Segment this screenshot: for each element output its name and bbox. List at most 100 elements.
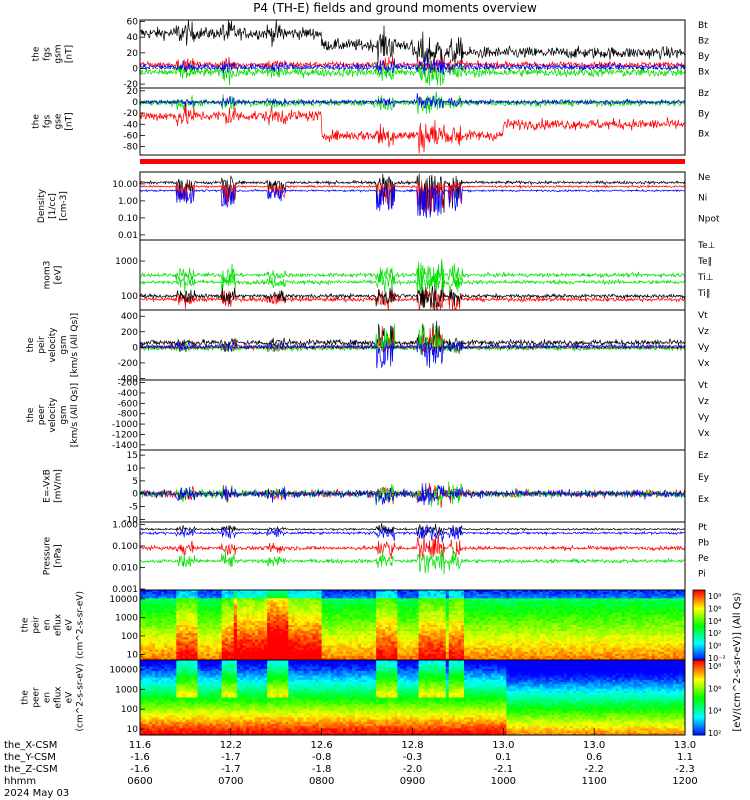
spectrogram-cell <box>324 600 329 603</box>
spectrogram-cell <box>233 608 238 612</box>
spectrogram-cell <box>200 627 205 630</box>
spectrogram-cell <box>300 592 304 595</box>
spectrogram-cell <box>312 618 317 622</box>
spectrogram-cell <box>406 612 410 616</box>
spectrogram-cell <box>176 598 180 601</box>
spectrogram-cell <box>476 629 480 632</box>
spectrogram-cell <box>382 629 386 632</box>
spectrogram-cell <box>454 625 459 628</box>
spectrogram-cell <box>485 596 489 599</box>
spectrogram-cell <box>403 614 407 618</box>
spectrogram-cell <box>445 592 450 595</box>
y-axis-label: [1/cc] <box>48 193 58 219</box>
spectrogram-cell <box>476 604 480 607</box>
spectrogram-cell <box>391 598 395 601</box>
spectrogram-cell <box>418 622 423 626</box>
spectrogram-cell <box>394 598 398 601</box>
spectrogram-cell <box>330 614 335 618</box>
spectrogram-cell <box>236 629 241 632</box>
spectrogram-cell <box>143 590 147 593</box>
spectrogram-cell <box>158 604 162 607</box>
spectrogram-cell <box>255 637 259 640</box>
spectrogram-cell <box>312 596 317 599</box>
spectrogram-cell <box>424 637 429 640</box>
spectrogram-cell <box>239 657 244 661</box>
spectrogram-cell <box>397 657 401 661</box>
spectrogram-cell <box>300 655 304 659</box>
spectrogram-cell <box>227 629 232 632</box>
spectrogram-cell <box>273 612 277 616</box>
spectrogram-cell <box>330 647 335 651</box>
spectrogram-cell <box>230 657 235 661</box>
spectrogram-cell <box>185 606 189 610</box>
spectrogram-cell <box>457 639 462 642</box>
spectrogram-cell <box>482 625 486 628</box>
spectrogram-cell <box>436 604 441 607</box>
spectrogram-cell <box>424 620 429 624</box>
spectrogram-cell <box>412 657 417 661</box>
spectrogram-cell <box>200 625 205 628</box>
y-tick-label: 100 <box>121 292 138 302</box>
spectrogram-cell <box>333 645 338 649</box>
spectrogram-cell <box>258 657 262 661</box>
spectrogram-cell <box>215 647 220 651</box>
spectrogram-cell <box>233 620 238 624</box>
spectrogram-cell <box>339 594 344 597</box>
spectrogram-cell <box>327 645 332 649</box>
spectrogram-cell <box>361 616 365 620</box>
spectrogram-cell <box>418 612 423 616</box>
spectrogram-cell <box>418 631 423 634</box>
spectrogram-cell <box>321 612 326 616</box>
spectrogram-cell <box>267 622 271 626</box>
spectrogram-cell <box>379 612 383 616</box>
spectrogram-cell <box>436 643 441 647</box>
spectrogram-cell <box>221 600 226 603</box>
spectrogram-cell <box>140 637 144 640</box>
spectrogram-cell <box>324 637 329 640</box>
spectrogram-cell <box>400 653 404 657</box>
spectrogram-cell <box>467 616 471 620</box>
spectrogram-cell <box>430 612 435 616</box>
spectrogram-cell <box>255 600 259 603</box>
spectrogram-cell <box>409 637 413 640</box>
spectrogram-cell <box>336 649 341 653</box>
spectrogram-cell <box>463 633 468 636</box>
legend-Ni: Ni <box>698 194 707 204</box>
spectrogram-cell <box>454 649 459 653</box>
spectrogram-cell <box>206 604 211 607</box>
spectrogram-cell <box>255 641 259 645</box>
spectrogram-cell <box>397 610 401 614</box>
spectrogram-cell <box>339 631 344 634</box>
spectrogram-cell <box>261 600 265 603</box>
spectrogram-cell <box>309 614 314 618</box>
spectrogram-cell <box>164 657 168 661</box>
spectrogram-cell <box>185 631 189 634</box>
spectrogram-cell <box>176 653 180 657</box>
spectrogram-cell <box>230 651 235 655</box>
spectrogram-cell <box>415 592 420 595</box>
spectrogram-cell <box>318 596 323 599</box>
spectrogram-cell <box>230 627 235 630</box>
spectrogram-cell <box>182 637 186 640</box>
spectrogram-cell <box>373 592 377 595</box>
spectrogram-cell <box>291 641 295 645</box>
spectrogram-cell <box>152 620 156 624</box>
spectrogram-cell <box>342 629 347 632</box>
spectrogram-cell <box>176 649 180 653</box>
spectrogram-cell <box>382 598 386 601</box>
spectrogram-cell <box>382 641 386 645</box>
spectrogram-cell <box>288 622 292 626</box>
spectrogram-cell <box>146 592 150 595</box>
y-tick-label: -1400 <box>112 441 138 451</box>
spectrogram-cell <box>242 616 247 620</box>
spectrogram-cell <box>433 610 438 614</box>
spectrogram-cell <box>206 610 211 614</box>
spectrogram-cell <box>215 610 220 614</box>
spectrogram-cell <box>258 631 262 634</box>
spectrogram-cell <box>439 606 444 610</box>
spectrogram-cell <box>264 635 268 638</box>
spectrogram-cell <box>197 629 202 632</box>
spectrogram-cell <box>470 610 474 614</box>
spectrogram-cell <box>427 653 432 657</box>
spectrogram-cell <box>479 631 483 634</box>
